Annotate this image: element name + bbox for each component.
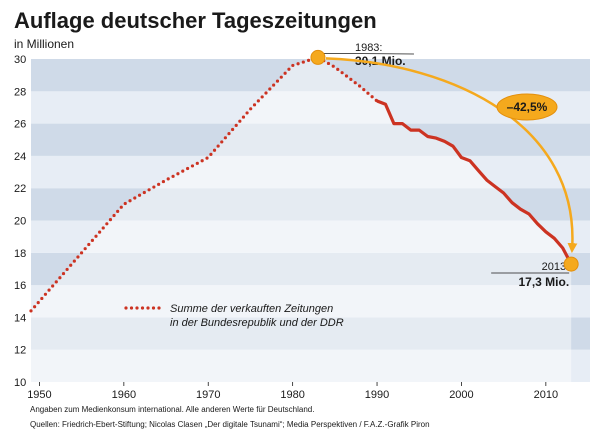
data-point xyxy=(545,231,547,233)
x-axis-ticks: 1950 1960 1970 1980 1990 2000 2010 xyxy=(27,382,558,401)
change-badge-shape xyxy=(496,93,558,121)
data-point xyxy=(494,185,496,187)
y-tick-label: 24 xyxy=(14,151,26,163)
data-point xyxy=(165,179,167,181)
data-point xyxy=(376,100,378,102)
legend: Summe der verkauften Zeitungen in der Bu… xyxy=(124,303,344,329)
data-point xyxy=(418,129,420,131)
grid-band xyxy=(31,317,590,350)
grid-band xyxy=(31,285,590,318)
change-badge-label: –42,5% xyxy=(507,100,548,114)
data-point xyxy=(536,223,538,225)
y-tick-label: 16 xyxy=(14,280,26,292)
x-tick-label: 1950 xyxy=(27,389,51,401)
data-point xyxy=(249,108,251,110)
x-tick-label: 2010 xyxy=(534,389,558,401)
data-point xyxy=(30,310,32,312)
change-badge: –42,5% xyxy=(496,93,558,121)
y-tick-label: 14 xyxy=(14,312,26,324)
data-point xyxy=(553,237,555,239)
data-point xyxy=(393,122,395,124)
data-point xyxy=(519,208,521,210)
peak-annotation: 1983: 30,1 Mio. xyxy=(323,42,414,68)
y-tick-label: 12 xyxy=(14,345,26,357)
peak-value-label: 30,1 Mio. xyxy=(355,54,406,68)
grid-band xyxy=(31,59,590,92)
grid-band xyxy=(31,349,590,382)
legend-label-line1: Summe der verkauften Zeitungen xyxy=(170,303,333,315)
peak-year-label: 1983: xyxy=(355,42,383,54)
data-point xyxy=(452,145,454,147)
y-tick-label: 30 xyxy=(14,54,26,66)
data-point xyxy=(401,122,403,124)
legend-label-line2: in der Bundesrepublik und der DDR xyxy=(170,317,344,329)
data-point xyxy=(460,156,462,158)
grid-band xyxy=(31,123,590,156)
footnote: Angaben zum Medienkonsum international. … xyxy=(30,405,314,414)
data-point xyxy=(426,135,428,137)
data-point xyxy=(359,85,361,87)
series-line-solid xyxy=(376,99,573,265)
peak-leader-line xyxy=(323,52,414,55)
peak-marker xyxy=(310,49,326,65)
data-point xyxy=(123,203,125,205)
chart-title: Auflage deutscher Tageszeitungen xyxy=(14,8,377,33)
x-tick-label: 2000 xyxy=(449,389,473,401)
sources: Quellen: Friedrich-Ebert-Stiftung; Nicol… xyxy=(30,420,430,429)
data-point xyxy=(410,129,412,131)
data-point xyxy=(562,247,564,249)
y-tick-label: 18 xyxy=(14,248,26,260)
grid-band xyxy=(31,155,590,189)
data-point xyxy=(291,64,293,66)
data-point xyxy=(207,156,209,158)
y-tick-label: 20 xyxy=(14,216,26,228)
grid-band xyxy=(31,252,590,286)
unit-label: in Millionen xyxy=(14,37,74,51)
data-point xyxy=(528,213,530,215)
data-point xyxy=(486,179,488,181)
series-line-dotted xyxy=(29,55,379,313)
data-point xyxy=(334,66,336,68)
end-marker xyxy=(563,256,579,272)
data-point xyxy=(477,169,479,171)
y-axis-ticks: 10 12 14 16 18 20 22 24 26 28 30 xyxy=(14,54,26,389)
data-point xyxy=(443,140,445,142)
y-tick-label: 10 xyxy=(14,377,26,389)
x-tick-label: 1970 xyxy=(196,389,220,401)
y-tick-label: 22 xyxy=(14,183,26,195)
end-value-label: 17,3 Mio. xyxy=(518,275,569,289)
end-year-label: 2013: xyxy=(542,261,570,273)
grid-bands xyxy=(31,59,590,382)
data-point xyxy=(435,137,437,139)
data-point xyxy=(502,192,504,194)
x-tick-label: 1980 xyxy=(280,389,304,401)
x-tick-label: 1960 xyxy=(112,389,136,401)
end-annotation: 2013: 17,3 Mio. xyxy=(491,261,570,289)
data-point xyxy=(384,103,386,105)
data-point xyxy=(511,202,513,204)
data-point xyxy=(469,160,471,162)
x-tick-label: 1990 xyxy=(365,389,389,401)
grid-band xyxy=(31,220,590,253)
y-tick-label: 26 xyxy=(14,119,26,131)
y-tick-label: 28 xyxy=(14,86,26,98)
data-point xyxy=(80,252,82,254)
